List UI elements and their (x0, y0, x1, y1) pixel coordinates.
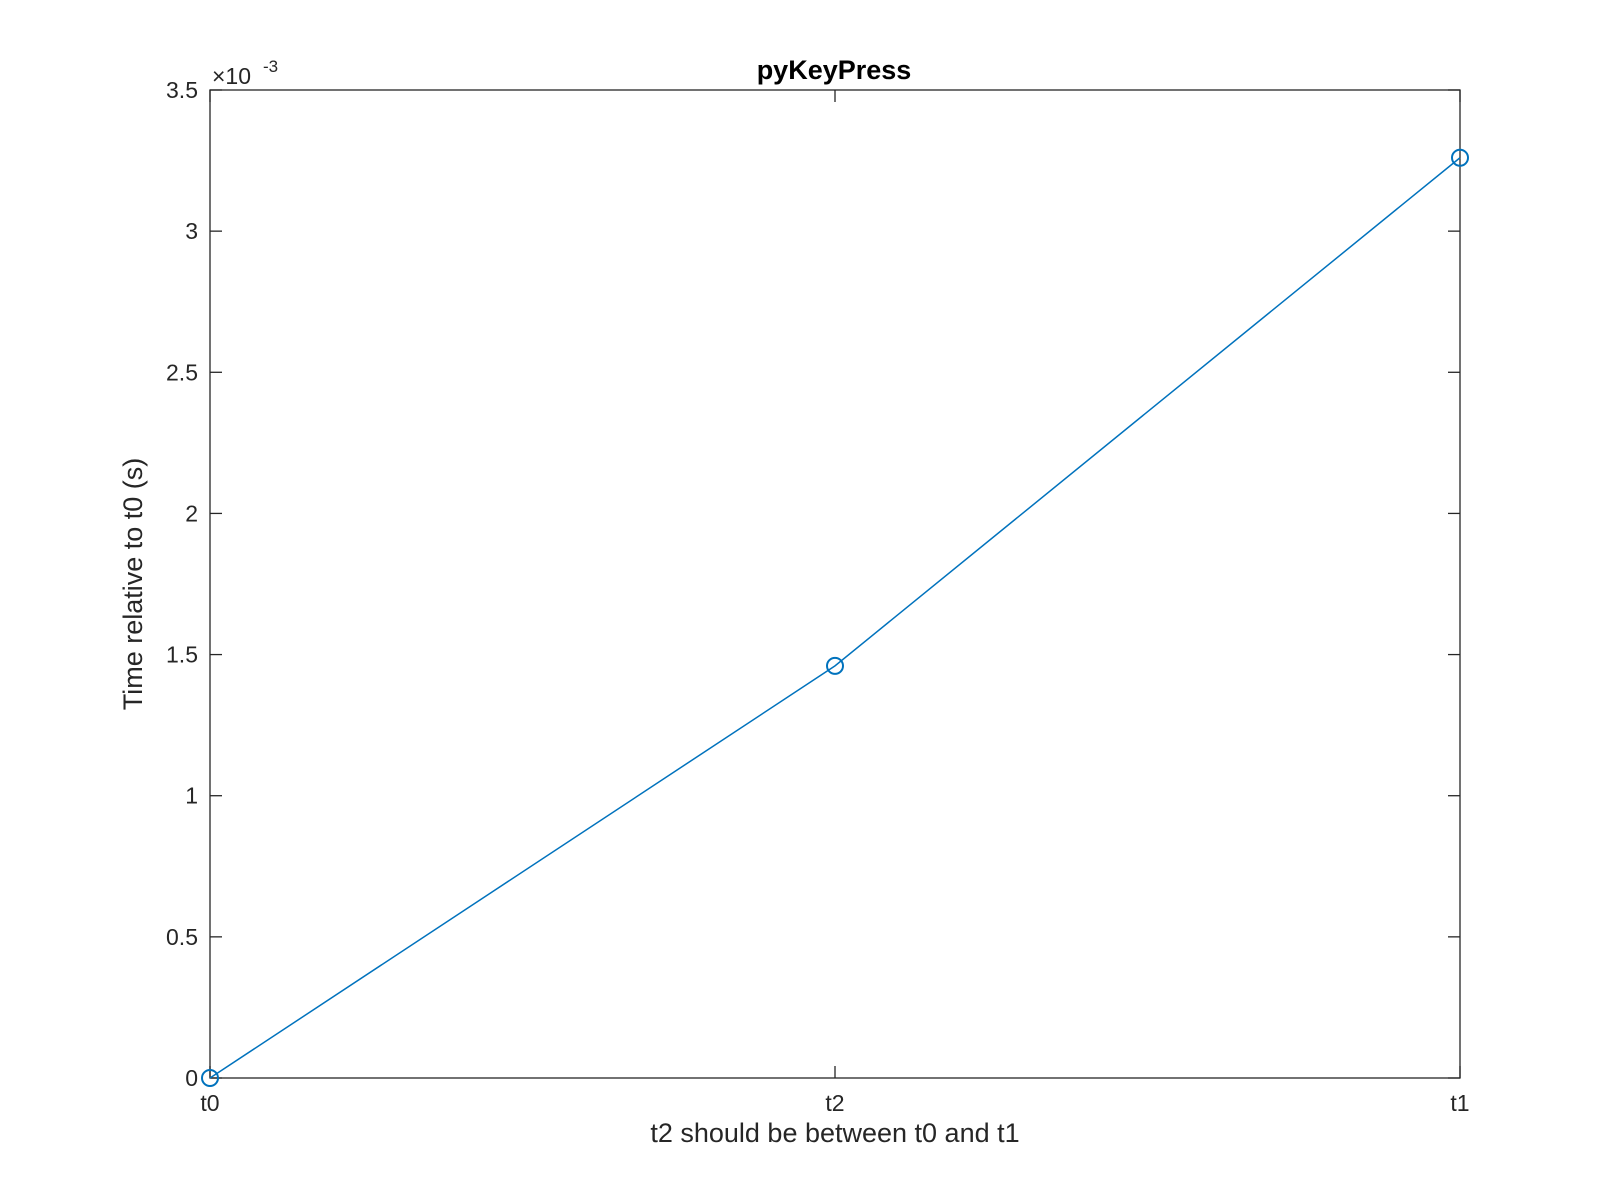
y-tick-label: 0.5 (166, 924, 198, 950)
y-tick-label: 2 (185, 500, 198, 526)
y-axis-ticks: 0 0.5 1 1.5 2 2.5 3 3.5 (166, 77, 1460, 1091)
y-axis-label: Time relative to t0 (s) (118, 458, 148, 711)
y-tick-label: 3.5 (166, 77, 198, 103)
x-tick-label: t0 (200, 1090, 219, 1116)
data-point (1451, 148, 1469, 167)
data-point (826, 656, 844, 675)
x-axis-label: t2 should be between t0 and t1 (650, 1118, 1019, 1148)
y-tick-label: 2.5 (166, 359, 198, 385)
chart-title: pyKeyPress (757, 55, 912, 85)
x-tick-label: t1 (1450, 1090, 1469, 1116)
series-line (209, 157, 1461, 1079)
y-exponent-power: -3 (263, 57, 278, 76)
x-tick-label: t2 (825, 1090, 844, 1116)
series-layer (201, 148, 1469, 1087)
data-point (201, 1069, 219, 1087)
y-tick-label: 0 (185, 1065, 198, 1091)
plot-area (209, 89, 1461, 1079)
y-tick-label: 1.5 (166, 642, 198, 668)
y-axis-exponent: ×10 -3 (212, 57, 278, 89)
y-exponent-base: ×10 (212, 63, 251, 89)
x-axis-ticks: t0 t2 t1 (200, 90, 1470, 1116)
y-tick-label: 1 (185, 783, 198, 809)
y-tick-label: 3 (185, 218, 198, 244)
